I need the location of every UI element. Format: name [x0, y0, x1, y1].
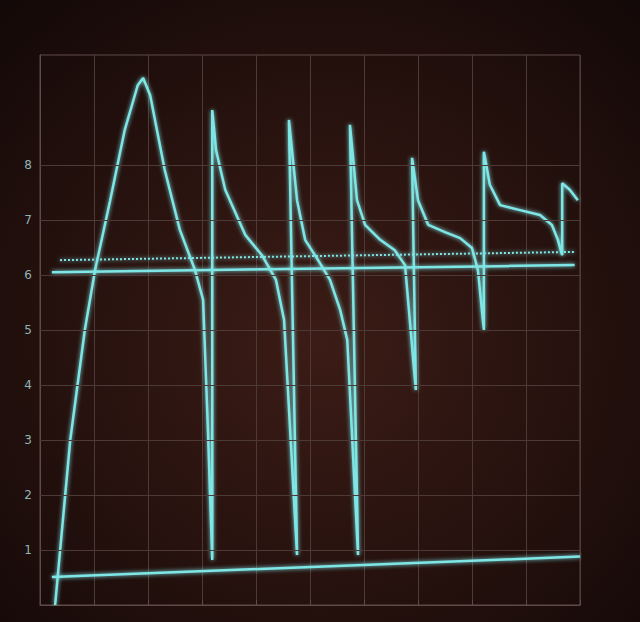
svg-text:3: 3 — [24, 433, 32, 447]
svg-text:4: 4 — [24, 378, 32, 392]
svg-text:1: 1 — [24, 543, 32, 557]
svg-text:7: 7 — [24, 213, 32, 227]
svg-text:5: 5 — [24, 323, 32, 337]
svg-text:8: 8 — [24, 158, 32, 172]
svg-text:2: 2 — [24, 488, 32, 502]
svg-text:6: 6 — [24, 268, 32, 282]
